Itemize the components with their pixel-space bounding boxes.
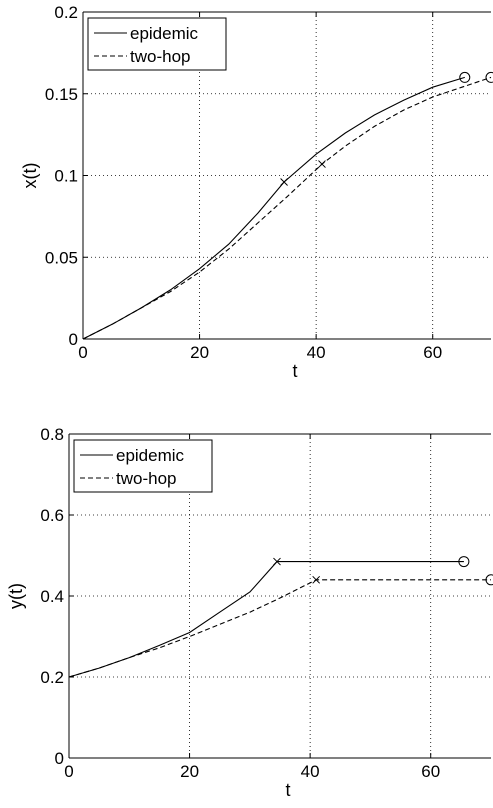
legend-box	[73, 439, 213, 493]
y-tick-label: 0.4	[40, 587, 64, 606]
series-line-epidemic	[82, 76, 465, 340]
y-tick-label: 0.15	[45, 85, 78, 104]
x-tick-label: 0	[64, 762, 73, 781]
x-of-t-chart: 0 20 40 60 0 0.05 0.1 0.15 0.2 t x(t) epidemic two-h…	[20, 3, 493, 381]
cross-marker-epidemic	[273, 557, 281, 566]
legend-label-epidemic: epidemic	[130, 24, 199, 43]
y-tick-label: 0.2	[40, 668, 64, 687]
y-tick-label: 0	[69, 330, 78, 349]
y-tick-label: 0.8	[40, 425, 64, 444]
y-tick-label: 0.6	[40, 506, 64, 525]
cross-marker-two-hop	[312, 575, 321, 584]
x-tick-label: 60	[423, 343, 442, 362]
legend: epidemic two-hop	[87, 17, 227, 71]
y-axis-label: x(t)	[20, 163, 40, 189]
y-tick-label: 0.1	[54, 167, 78, 186]
legend-label-two-hop: two-hop	[130, 47, 190, 66]
x-axis-label: t	[292, 361, 297, 381]
x-axis-label: t	[285, 780, 290, 800]
y-tick-label: 0.2	[54, 3, 78, 22]
x-tick-label: 0	[78, 343, 87, 362]
series-line-two-hop	[68, 579, 491, 678]
y-tick-label: 0.05	[45, 248, 78, 267]
legend-box	[87, 17, 227, 71]
circle-marker-epidemic	[458, 556, 470, 568]
y-of-t-chart: 0 20 40 60 0 0.2 0.4 0.6 0.8 t y(t) epidemic two-hop	[6, 425, 493, 800]
x-tick-label: 20	[190, 343, 209, 362]
cross-marker-two-hop	[318, 160, 326, 168]
legend-label-epidemic: epidemic	[116, 446, 185, 465]
x-tick-label: 40	[307, 343, 326, 362]
circle-marker-two-hop	[485, 574, 493, 586]
y-axis-label: y(t)	[6, 583, 26, 609]
y-tick-label: 0	[55, 749, 64, 768]
circle-marker-two-hop	[485, 71, 493, 83]
legend: epidemic two-hop	[73, 439, 213, 493]
circle-marker-epidemic	[459, 71, 471, 83]
x-tick-label: 60	[421, 762, 440, 781]
x-tick-label: 20	[180, 762, 199, 781]
legend-label-two-hop: two-hop	[116, 469, 176, 488]
x-tick-label: 40	[301, 762, 320, 781]
series-line-two-hop	[82, 76, 492, 340]
cross-marker-epidemic	[280, 178, 288, 186]
